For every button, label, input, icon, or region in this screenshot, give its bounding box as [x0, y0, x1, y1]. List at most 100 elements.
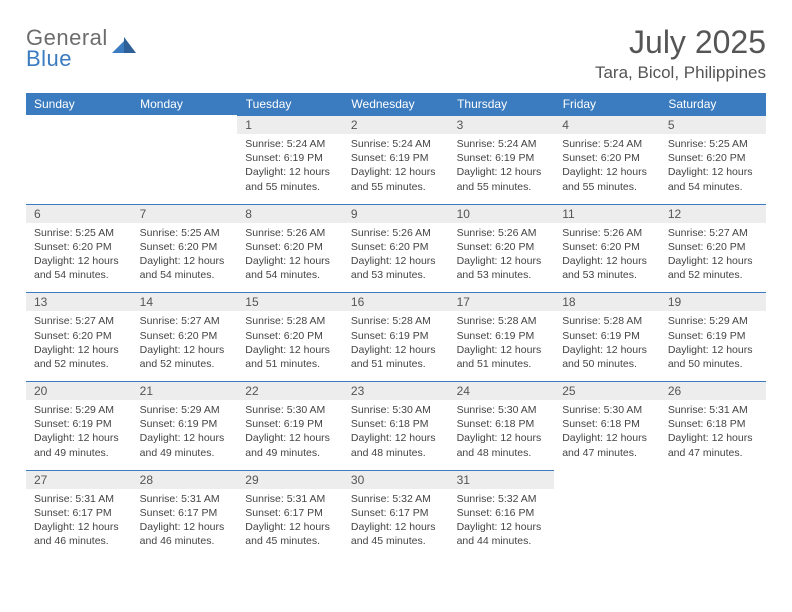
day-body: Sunrise: 5:31 AMSunset: 6:17 PMDaylight:… [132, 489, 238, 559]
sunrise: Sunrise: 5:30 AM [457, 403, 547, 417]
sunset: Sunset: 6:20 PM [34, 329, 124, 343]
sunset: Sunset: 6:20 PM [351, 240, 441, 254]
sunrise: Sunrise: 5:24 AM [457, 137, 547, 151]
calendar-cell: 21Sunrise: 5:29 AMSunset: 6:19 PMDayligh… [132, 381, 238, 470]
day-body: Sunrise: 5:30 AMSunset: 6:18 PMDaylight:… [554, 400, 660, 470]
logo-mark-icon [112, 35, 138, 60]
sunrise: Sunrise: 5:26 AM [351, 226, 441, 240]
daylight: Daylight: 12 hours and 47 minutes. [562, 431, 652, 459]
sunrise: Sunrise: 5:28 AM [457, 314, 547, 328]
daylight: Daylight: 12 hours and 47 minutes. [668, 431, 758, 459]
logo-line2: Blue [26, 49, 108, 70]
day-body: Sunrise: 5:24 AMSunset: 6:19 PMDaylight:… [237, 134, 343, 204]
day-body: Sunrise: 5:25 AMSunset: 6:20 PMDaylight:… [132, 223, 238, 293]
day-body: Sunrise: 5:28 AMSunset: 6:19 PMDaylight:… [449, 311, 555, 381]
daylight: Daylight: 12 hours and 55 minutes. [245, 165, 335, 193]
day-body: Sunrise: 5:32 AMSunset: 6:16 PMDaylight:… [449, 489, 555, 559]
day-number: 13 [26, 292, 132, 311]
weekday-header: Tuesday [237, 93, 343, 115]
sunset: Sunset: 6:18 PM [562, 417, 652, 431]
sunrise: Sunrise: 5:27 AM [34, 314, 124, 328]
sunrise: Sunrise: 5:25 AM [34, 226, 124, 240]
daylight: Daylight: 12 hours and 49 minutes. [245, 431, 335, 459]
day-body: Sunrise: 5:28 AMSunset: 6:19 PMDaylight:… [343, 311, 449, 381]
day-number: 23 [343, 381, 449, 400]
daylight: Daylight: 12 hours and 50 minutes. [562, 343, 652, 371]
daylight: Daylight: 12 hours and 53 minutes. [562, 254, 652, 282]
daylight: Daylight: 12 hours and 49 minutes. [34, 431, 124, 459]
sunset: Sunset: 6:20 PM [140, 240, 230, 254]
day-body: Sunrise: 5:31 AMSunset: 6:18 PMDaylight:… [660, 400, 766, 470]
sunrise: Sunrise: 5:28 AM [245, 314, 335, 328]
day-body: Sunrise: 5:29 AMSunset: 6:19 PMDaylight:… [26, 400, 132, 470]
sunrise: Sunrise: 5:32 AM [457, 492, 547, 506]
calendar-cell: 2Sunrise: 5:24 AMSunset: 6:19 PMDaylight… [343, 115, 449, 204]
calendar-cell: 15Sunrise: 5:28 AMSunset: 6:20 PMDayligh… [237, 292, 343, 381]
day-number: 21 [132, 381, 238, 400]
sunset: Sunset: 6:20 PM [245, 329, 335, 343]
calendar-cell: 30Sunrise: 5:32 AMSunset: 6:17 PMDayligh… [343, 470, 449, 559]
day-number: 5 [660, 115, 766, 134]
day-number: 2 [343, 115, 449, 134]
calendar-cell: 1Sunrise: 5:24 AMSunset: 6:19 PMDaylight… [237, 115, 343, 204]
day-number: 14 [132, 292, 238, 311]
sunrise: Sunrise: 5:29 AM [34, 403, 124, 417]
sunset: Sunset: 6:20 PM [562, 151, 652, 165]
empty [660, 486, 766, 548]
sunset: Sunset: 6:20 PM [562, 240, 652, 254]
daylight: Daylight: 12 hours and 51 minutes. [457, 343, 547, 371]
day-body: Sunrise: 5:31 AMSunset: 6:17 PMDaylight:… [26, 489, 132, 559]
daylight: Daylight: 12 hours and 48 minutes. [351, 431, 441, 459]
daylight: Daylight: 12 hours and 53 minutes. [351, 254, 441, 282]
sunrise: Sunrise: 5:31 AM [245, 492, 335, 506]
calendar-cell: 29Sunrise: 5:31 AMSunset: 6:17 PMDayligh… [237, 470, 343, 559]
daylight: Daylight: 12 hours and 52 minutes. [140, 343, 230, 371]
day-body: Sunrise: 5:28 AMSunset: 6:20 PMDaylight:… [237, 311, 343, 381]
calendar-cell [554, 470, 660, 559]
day-body: Sunrise: 5:26 AMSunset: 6:20 PMDaylight:… [449, 223, 555, 293]
sunrise: Sunrise: 5:25 AM [668, 137, 758, 151]
sunset: Sunset: 6:17 PM [351, 506, 441, 520]
calendar-cell: 19Sunrise: 5:29 AMSunset: 6:19 PMDayligh… [660, 292, 766, 381]
day-body: Sunrise: 5:24 AMSunset: 6:19 PMDaylight:… [343, 134, 449, 204]
empty [26, 131, 132, 193]
sunset: Sunset: 6:16 PM [457, 506, 547, 520]
daylight: Daylight: 12 hours and 44 minutes. [457, 520, 547, 548]
day-number: 31 [449, 470, 555, 489]
sunrise: Sunrise: 5:25 AM [140, 226, 230, 240]
day-number: 1 [237, 115, 343, 134]
day-body: Sunrise: 5:26 AMSunset: 6:20 PMDaylight:… [237, 223, 343, 293]
day-number: 4 [554, 115, 660, 134]
empty [26, 115, 132, 131]
daylight: Daylight: 12 hours and 55 minutes. [457, 165, 547, 193]
sunrise: Sunrise: 5:31 AM [34, 492, 124, 506]
sunrise: Sunrise: 5:27 AM [140, 314, 230, 328]
sunrise: Sunrise: 5:28 AM [351, 314, 441, 328]
calendar-week: 13Sunrise: 5:27 AMSunset: 6:20 PMDayligh… [26, 292, 766, 381]
day-body: Sunrise: 5:30 AMSunset: 6:18 PMDaylight:… [343, 400, 449, 470]
sunrise: Sunrise: 5:27 AM [668, 226, 758, 240]
day-number: 22 [237, 381, 343, 400]
empty [554, 470, 660, 486]
header: General Blue July 2025 Tara, Bicol, Phil… [26, 24, 766, 83]
month-title: July 2025 [595, 24, 766, 61]
calendar-cell: 17Sunrise: 5:28 AMSunset: 6:19 PMDayligh… [449, 292, 555, 381]
sunset: Sunset: 6:20 PM [245, 240, 335, 254]
day-number: 15 [237, 292, 343, 311]
calendar-cell: 20Sunrise: 5:29 AMSunset: 6:19 PMDayligh… [26, 381, 132, 470]
sunset: Sunset: 6:19 PM [457, 329, 547, 343]
sunrise: Sunrise: 5:31 AM [668, 403, 758, 417]
location: Tara, Bicol, Philippines [595, 63, 766, 83]
calendar-cell [26, 115, 132, 204]
daylight: Daylight: 12 hours and 52 minutes. [668, 254, 758, 282]
sunrise: Sunrise: 5:24 AM [351, 137, 441, 151]
calendar-cell: 24Sunrise: 5:30 AMSunset: 6:18 PMDayligh… [449, 381, 555, 470]
weekday-header: Friday [554, 93, 660, 115]
calendar-table: SundayMondayTuesdayWednesdayThursdayFrid… [26, 93, 766, 558]
calendar-cell: 28Sunrise: 5:31 AMSunset: 6:17 PMDayligh… [132, 470, 238, 559]
daylight: Daylight: 12 hours and 54 minutes. [245, 254, 335, 282]
calendar-cell: 27Sunrise: 5:31 AMSunset: 6:17 PMDayligh… [26, 470, 132, 559]
day-body: Sunrise: 5:26 AMSunset: 6:20 PMDaylight:… [343, 223, 449, 293]
logo-text: General Blue [26, 28, 108, 70]
daylight: Daylight: 12 hours and 54 minutes. [140, 254, 230, 282]
